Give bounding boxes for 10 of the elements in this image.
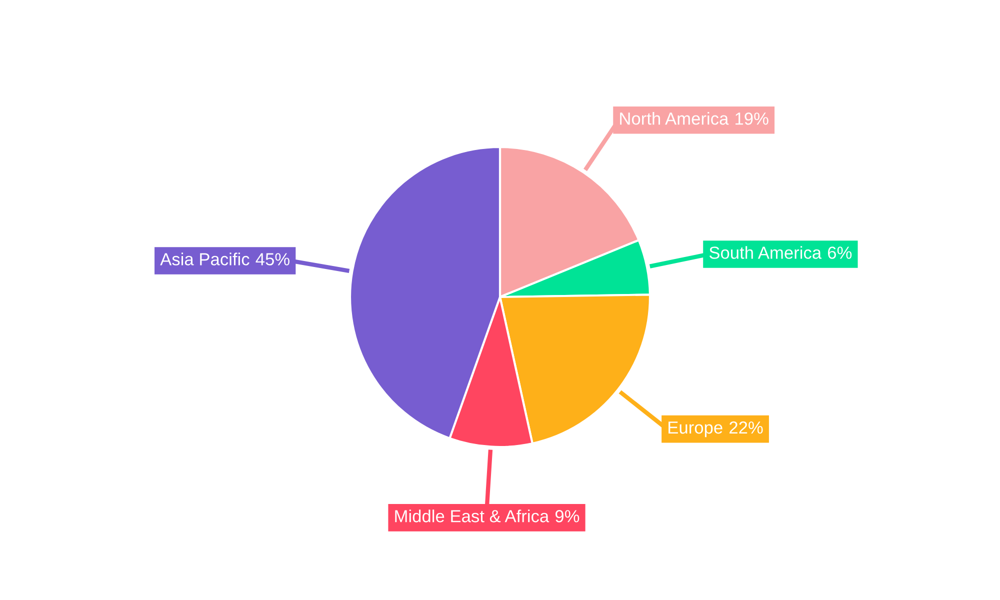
slice-label: Europe xyxy=(668,422,722,438)
slice-label: South America xyxy=(709,246,822,259)
slice-label: Asia Pacific xyxy=(160,252,250,266)
slice-label: North America xyxy=(620,112,729,125)
data-label: 22% xyxy=(730,421,763,434)
data-label: 19% xyxy=(736,112,768,125)
slice-label: Middle East & Africa xyxy=(395,510,550,522)
data-label: 45% xyxy=(256,253,290,266)
data-label: 6% xyxy=(828,246,852,259)
data-label: 9% xyxy=(555,510,580,522)
